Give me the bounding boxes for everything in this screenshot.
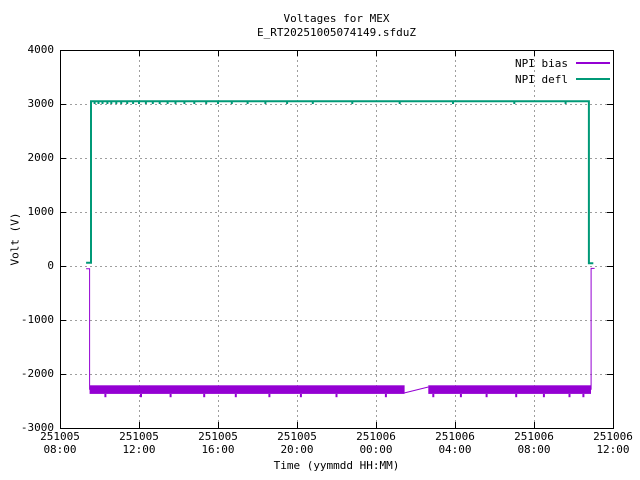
legend-label: NPI bias — [515, 56, 568, 70]
legend-label: NPI defl — [515, 72, 568, 86]
chart-subtitle: E_RT20251005074149.sfduZ — [257, 26, 416, 39]
x-tick-label: 251006 12:00 — [593, 430, 633, 456]
y-tick-label: -2000 — [20, 367, 54, 380]
legend-entry-npi-bias: NPI bias — [515, 56, 610, 70]
x-tick-label: 251005 20:00 — [277, 430, 317, 456]
x-tick-label: 251006 00:00 — [356, 430, 396, 456]
x-tick-label: 251005 08:00 — [40, 430, 80, 456]
chart-title: Voltages for MEX — [283, 12, 390, 25]
y-tick-label: -3000 — [20, 421, 54, 434]
y-tick-label: 4000 — [27, 43, 55, 56]
y-tick-label: 1000 — [27, 205, 55, 218]
legend-line-sample — [576, 78, 610, 80]
y-tick-label: 2000 — [27, 151, 55, 164]
legend-entry-npi-defl: NPI defl — [515, 72, 610, 86]
x-axis-title: Time (yymmdd HH:MM) — [273, 459, 400, 472]
y-tick-label: 0 — [47, 259, 54, 272]
y-tick-label: -1000 — [20, 313, 54, 326]
x-tick-label: 251006 04:00 — [435, 430, 475, 456]
legend-line-sample — [576, 62, 610, 64]
x-tick-label: 251005 12:00 — [119, 430, 159, 456]
x-tick-label: 251006 08:00 — [514, 430, 554, 456]
y-tick-label: 3000 — [27, 97, 55, 110]
x-tick-label: 251005 16:00 — [198, 430, 238, 456]
